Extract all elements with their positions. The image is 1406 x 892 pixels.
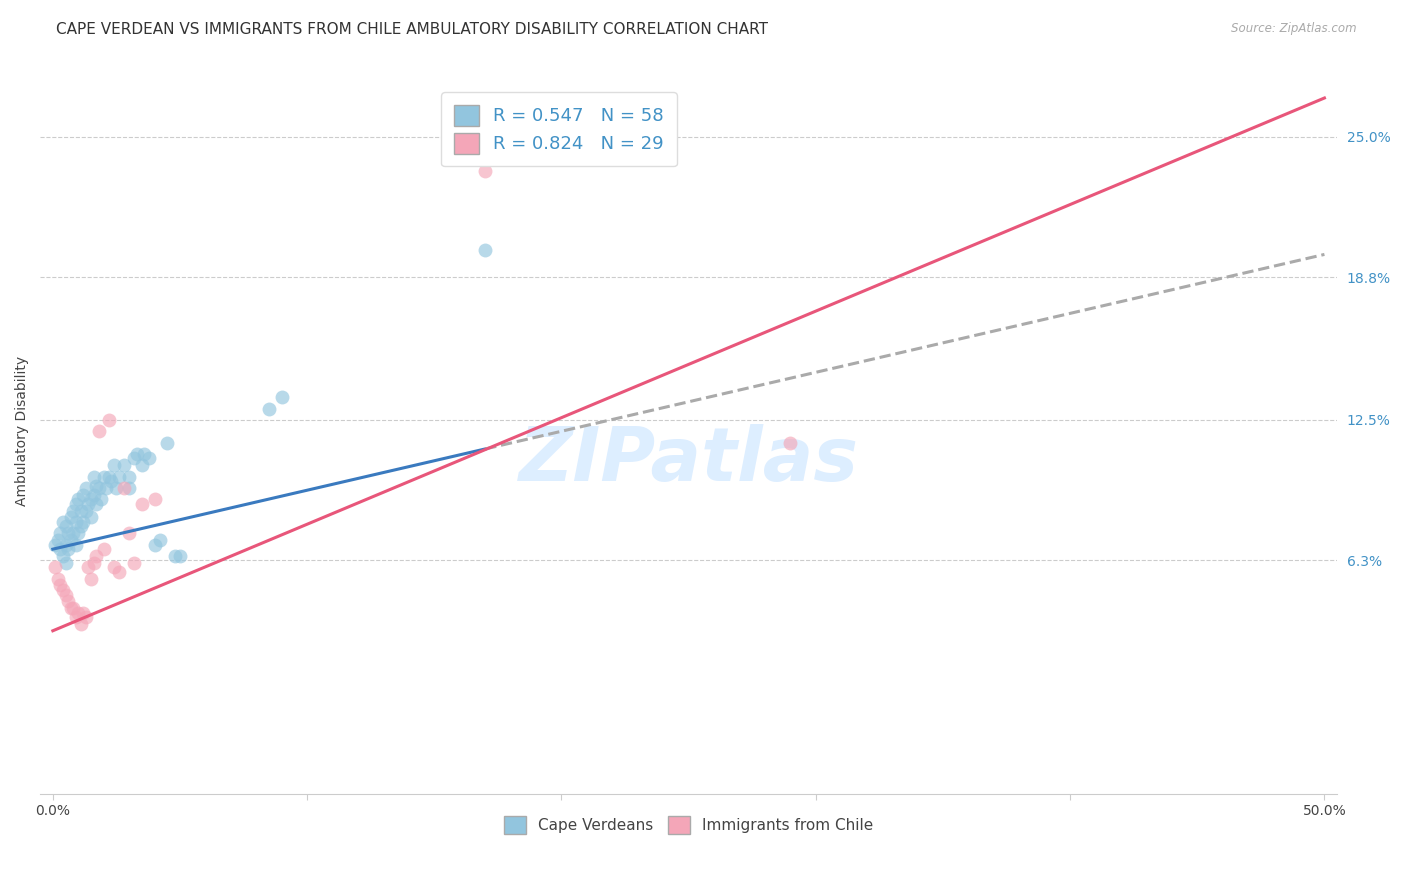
Point — [84, 549, 107, 563]
Point — [100, 474, 122, 488]
Point — [77, 560, 100, 574]
Point — [62, 503, 84, 517]
Point — [103, 458, 125, 473]
Point — [97, 413, 120, 427]
Point — [83, 469, 105, 483]
Point — [75, 503, 97, 517]
Point — [87, 424, 110, 438]
Point — [49, 542, 72, 557]
Point — [112, 458, 135, 473]
Y-axis label: Ambulatory Disability: Ambulatory Disability — [15, 356, 30, 507]
Point — [122, 556, 145, 570]
Point — [138, 451, 160, 466]
Point — [56, 594, 79, 608]
Point — [108, 565, 131, 579]
Point — [103, 560, 125, 574]
Point — [69, 519, 91, 533]
Point — [134, 447, 156, 461]
Point — [84, 478, 107, 492]
Point — [67, 606, 90, 620]
Point — [112, 481, 135, 495]
Point — [55, 538, 77, 552]
Point — [62, 601, 84, 615]
Point — [122, 451, 145, 466]
Point — [52, 549, 75, 563]
Point — [80, 492, 103, 507]
Point — [118, 469, 141, 483]
Point — [779, 435, 801, 450]
Point — [49, 526, 72, 541]
Point — [118, 481, 141, 495]
Point — [105, 481, 128, 495]
Point — [56, 542, 79, 557]
Point — [131, 458, 153, 473]
Point — [80, 510, 103, 524]
Point — [72, 606, 94, 620]
Point — [46, 533, 69, 547]
Point — [149, 533, 172, 547]
Point — [69, 617, 91, 632]
Point — [163, 549, 186, 563]
Point — [143, 492, 166, 507]
Point — [75, 610, 97, 624]
Point — [46, 572, 69, 586]
Point — [257, 401, 280, 416]
Point — [93, 542, 115, 557]
Point — [97, 469, 120, 483]
Point — [52, 582, 75, 597]
Point — [80, 572, 103, 586]
Point — [156, 435, 179, 450]
Text: Source: ZipAtlas.com: Source: ZipAtlas.com — [1232, 22, 1357, 36]
Point — [52, 515, 75, 529]
Point — [84, 497, 107, 511]
Point — [65, 497, 87, 511]
Point — [55, 587, 77, 601]
Point — [72, 488, 94, 502]
Point — [65, 538, 87, 552]
Point — [93, 469, 115, 483]
Point — [67, 492, 90, 507]
Point — [69, 503, 91, 517]
Point — [56, 526, 79, 541]
Point — [90, 492, 112, 507]
Point — [59, 510, 82, 524]
Point — [125, 447, 148, 461]
Legend: Cape Verdeans, Immigrants from Chile: Cape Verdeans, Immigrants from Chile — [494, 805, 884, 845]
Point — [67, 526, 90, 541]
Point — [44, 560, 66, 574]
Point — [62, 526, 84, 541]
Point — [49, 578, 72, 592]
Point — [83, 556, 105, 570]
Point — [44, 538, 66, 552]
Text: CAPE VERDEAN VS IMMIGRANTS FROM CHILE AMBULATORY DISABILITY CORRELATION CHART: CAPE VERDEAN VS IMMIGRANTS FROM CHILE AM… — [56, 22, 768, 37]
Point — [87, 481, 110, 495]
Point — [65, 515, 87, 529]
Point — [75, 481, 97, 495]
Point — [270, 390, 292, 404]
Point — [118, 526, 141, 541]
Point — [108, 469, 131, 483]
Point — [55, 556, 77, 570]
Point — [59, 533, 82, 547]
Point — [96, 481, 118, 495]
Point — [169, 549, 191, 563]
Point — [59, 601, 82, 615]
Point — [131, 497, 153, 511]
Point — [65, 610, 87, 624]
Text: ZIPatlas: ZIPatlas — [519, 424, 859, 497]
Point — [474, 163, 496, 178]
Point — [77, 497, 100, 511]
Point — [474, 243, 496, 257]
Point — [83, 488, 105, 502]
Point — [143, 538, 166, 552]
Point — [55, 519, 77, 533]
Point — [72, 515, 94, 529]
